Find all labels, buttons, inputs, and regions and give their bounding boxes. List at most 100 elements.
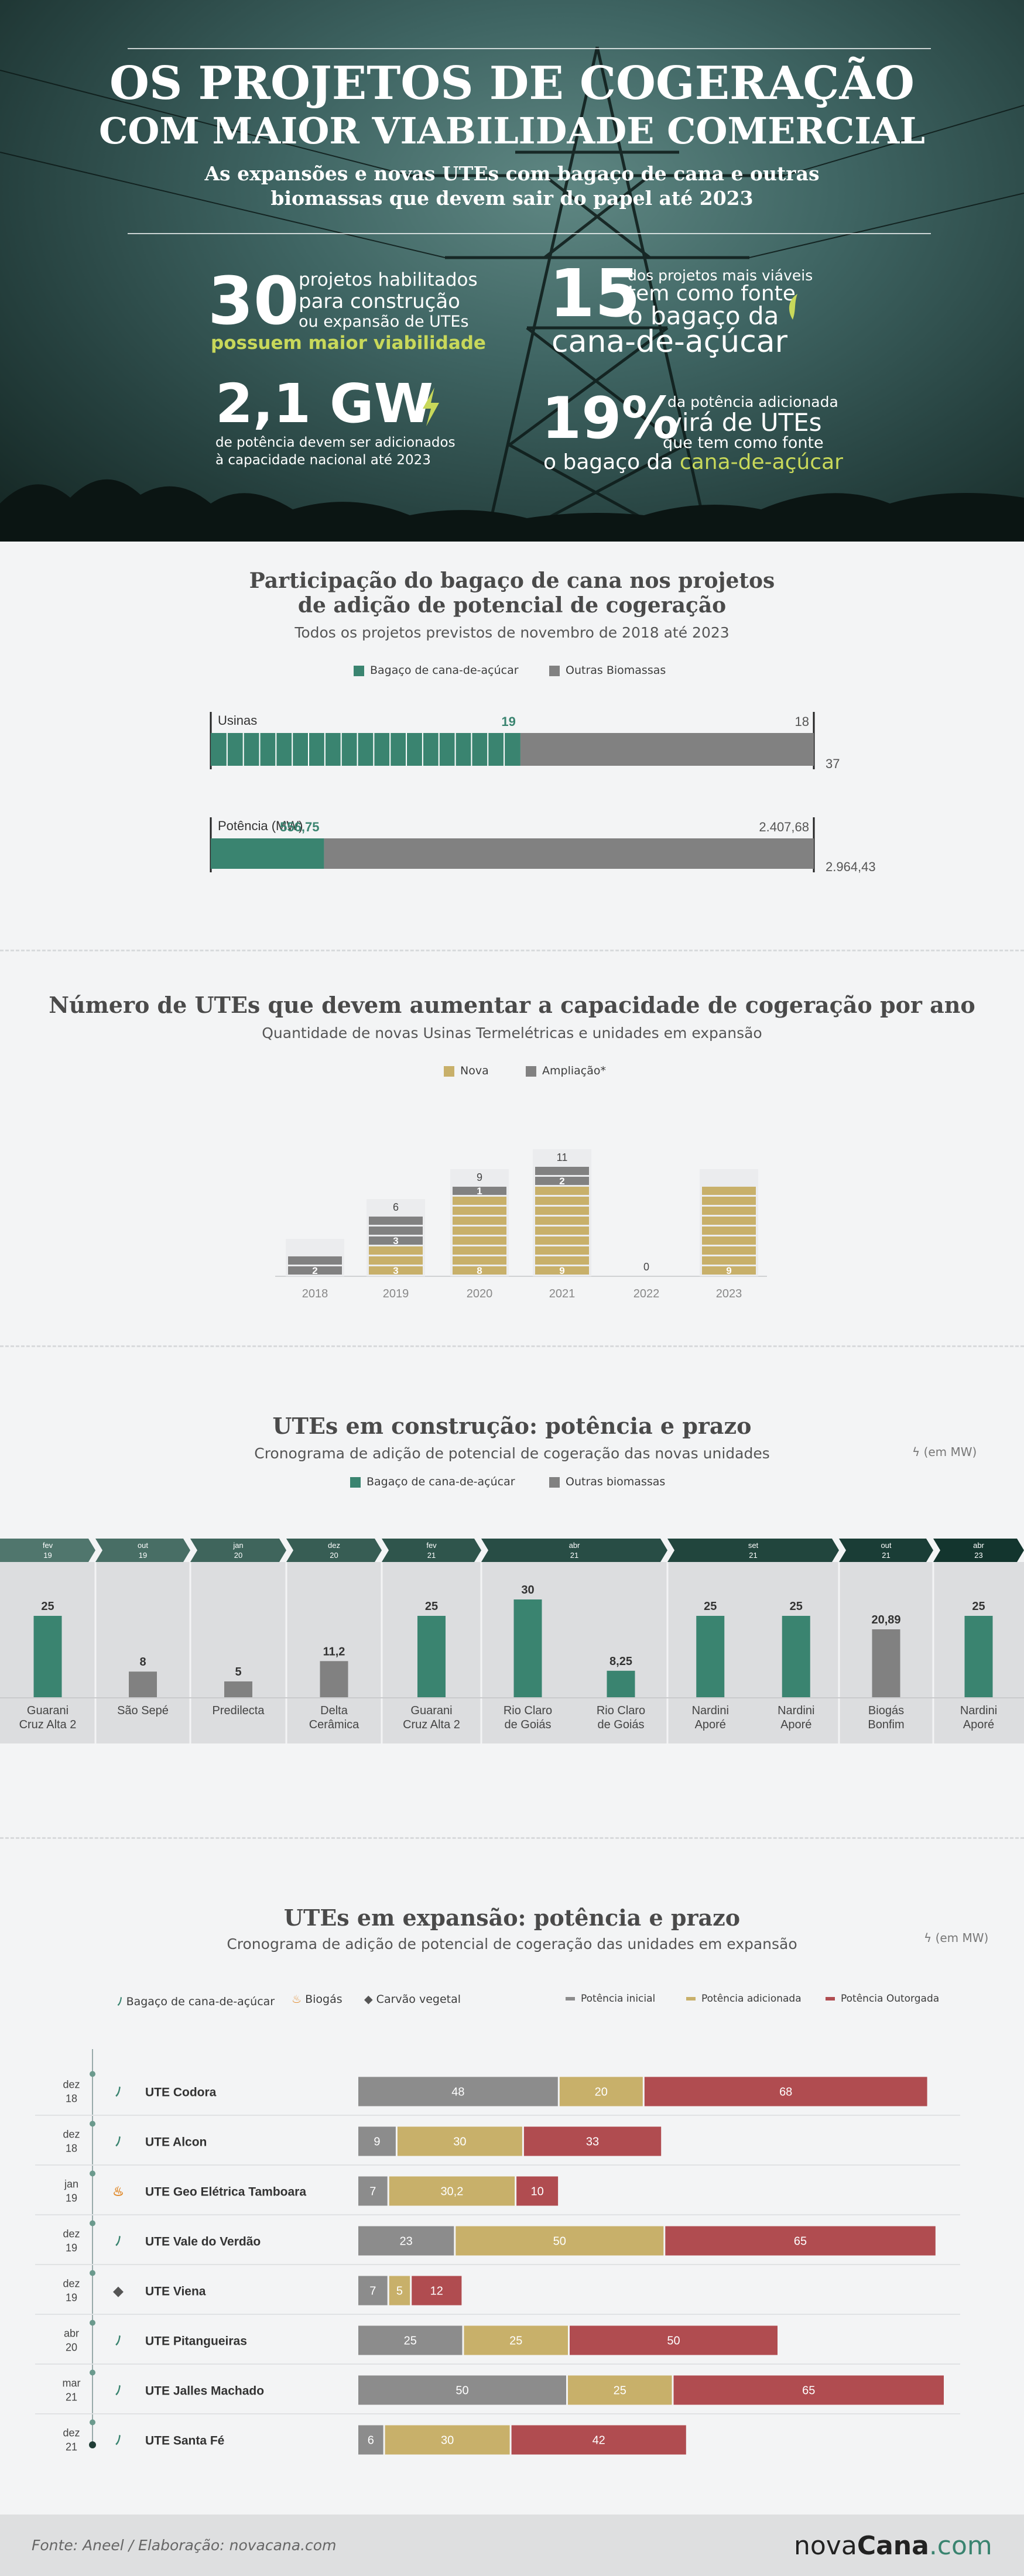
timeline-year-label: 23 — [974, 1551, 982, 1560]
bar-potencia-adicionada-label: 50 — [553, 2235, 566, 2248]
bar-potencia-adicionada — [559, 2077, 643, 2106]
timeline-year-label: 19 — [43, 1551, 52, 1560]
row-month-label: mar — [63, 2378, 81, 2389]
bar-potencia-adicionada-label: 20 — [595, 2086, 608, 2099]
bar-potencia-adicionada-label: 30,2 — [440, 2186, 463, 2198]
bar-segment-nova — [535, 1236, 589, 1245]
bar-bagaco — [211, 838, 324, 869]
timeline-dot — [90, 2419, 95, 2426]
leaf-icon: ﾉ — [115, 2433, 121, 2448]
timeline-month-label: jan — [232, 1541, 243, 1550]
leaf-icon: ﾉ — [115, 2085, 121, 2099]
stat-projects-text1: projetos habilitados — [299, 269, 478, 290]
bar-total-value: 37 — [826, 756, 840, 771]
section3-legend-bagaco: Bagaço de cana-de-açúcar — [350, 1475, 515, 1488]
bar-segment-nova — [535, 1246, 589, 1255]
section4-legend-biogas: ♨ Biogás — [292, 1993, 343, 2006]
x-tick-label: 2022 — [633, 1287, 660, 1300]
section4-legend-carvao: ◆ Carvão vegetal — [364, 1993, 461, 2006]
section1-title-line2: de adição de potencial de cogeração — [297, 593, 727, 618]
bar-segment-nova — [535, 1207, 589, 1215]
timeline-month-label: out — [138, 1541, 148, 1550]
construction-bar-name2: Aporé — [780, 1718, 811, 1731]
bar-potencia-outorgada-label: 50 — [667, 2335, 680, 2348]
construction-bar-name1: Nardini — [778, 1704, 814, 1717]
timeline-dot — [90, 2170, 95, 2177]
construction-bar-value: 11,2 — [323, 1645, 345, 1658]
bar-potencia-outorgada — [516, 2176, 559, 2206]
stat-gw-text2: à capacidade nacional até 2023 — [215, 453, 431, 468]
timeline-period-arrow — [95, 1539, 190, 1562]
bar-outras — [520, 733, 814, 766]
bar-ampliacao-label: 2 — [559, 1176, 564, 1187]
row-ute-name: UTE Viena — [145, 2285, 206, 2298]
timeline-period-arrow — [0, 1539, 95, 1562]
row-ute-name: UTE Pitangueiras — [145, 2335, 247, 2348]
bar-segment-nova — [702, 1256, 756, 1265]
footer-logo[interactable]: novaCana.com — [794, 2531, 992, 2561]
bar-potencia-outorgada — [644, 2077, 927, 2106]
bar-potencia-inicial-label: 23 — [400, 2235, 413, 2248]
construction-bar-name2: Cerâmica — [309, 1718, 359, 1731]
timeline-month-label: fev — [43, 1541, 53, 1550]
leaf-icon: ﾉ — [115, 2234, 121, 2249]
construction-bar — [782, 1616, 810, 1698]
bar-segment-nova — [702, 1187, 756, 1195]
bar-segment-ampliacao — [288, 1266, 342, 1275]
leaf-icon: ﾉ — [115, 2135, 121, 2149]
timeline-dot — [90, 2220, 95, 2226]
construction-bar-value: 20,89 — [871, 1614, 900, 1626]
timeline-panel — [0, 1562, 1024, 1743]
bar-segment-nova — [702, 1246, 756, 1255]
expansion-timeline-chart: dez 18 ﾉ UTE Codora 48 20 68 dez 18 ﾉ UTE Alcon 9 30… — [35, 2049, 960, 2455]
construction-bar-name2: Bonfim — [868, 1718, 904, 1731]
construction-bar-name2: de Goiás — [504, 1718, 551, 1731]
bar-segment-nova — [535, 1256, 589, 1265]
bar-segment-nova — [453, 1246, 506, 1255]
section4-title: UTEs em expansão: potência e prazo — [283, 1904, 741, 1931]
bar-ampliacao-label: 3 — [393, 1235, 398, 1246]
bar-potencia-inicial-label: 6 — [368, 2434, 374, 2447]
construction-bar-value: 25 — [972, 1600, 985, 1613]
section1-legend-outras: Outras Biomassas — [549, 664, 666, 677]
construction-bar-name1: Rio Claro — [597, 1704, 645, 1717]
row-year-label: 19 — [66, 2292, 77, 2304]
timeline-year-label: 21 — [427, 1551, 436, 1560]
bar-segment-ampliacao — [535, 1177, 589, 1185]
bar-potencia-inicial-label: 9 — [374, 2136, 380, 2149]
bar-potencia-inicial — [358, 2226, 454, 2256]
stat-viable-text2: tem como fonte — [628, 282, 796, 306]
row-month-label: dez — [63, 2079, 80, 2091]
bar-total-label: 6 — [393, 1201, 399, 1213]
timeline-dot — [90, 2369, 95, 2376]
bar-segment-nova — [453, 1197, 506, 1205]
construction-bar — [696, 1616, 725, 1698]
construction-bar-name2: Aporé — [695, 1718, 726, 1731]
bar-potencia-adicionada — [389, 2176, 515, 2206]
bar-nova-label: 8 — [477, 1265, 482, 1276]
footer: Fonte: Aneel / Elaboração: novacana.com … — [0, 2515, 1024, 2576]
bar-segment-ampliacao — [288, 1256, 342, 1265]
construction-bar-name1: Predilecta — [213, 1704, 265, 1717]
subtitle-line1: As expansões e novas UTEs com bagaço de … — [204, 162, 820, 185]
construction-bar — [33, 1616, 62, 1698]
flame-icon: ♨ — [292, 1993, 302, 2006]
timeline-month-label: out — [881, 1541, 891, 1550]
bar-segment-ampliacao — [369, 1236, 423, 1245]
timeline-month-label: dez — [328, 1541, 340, 1550]
bar-potencia-inicial — [358, 2276, 388, 2306]
timeline-year-label: 20 — [330, 1551, 338, 1560]
yearly-utes-chart: 2 2018 3 3 6 2019 8 1 9 2020 9 2 11 2021 0 2022 9 2023 — [275, 1149, 767, 1300]
lightning-icon: ϟ — [912, 1445, 920, 1459]
bar-nova-label: 9 — [726, 1265, 731, 1276]
row-month-label: dez — [63, 2427, 80, 2439]
stat-viable-text3: o bagaço da — [628, 302, 779, 330]
bar-potencia-inicial-label: 25 — [404, 2335, 417, 2348]
bar-potencia-outorgada — [412, 2276, 462, 2306]
timeline-end-dot — [89, 2441, 96, 2448]
bar-category-label: Usinas — [218, 713, 257, 728]
timeline-period-arrow — [667, 1539, 839, 1562]
bar-segment-nova — [535, 1227, 589, 1235]
section2-legend-ampliacao: Ampliação* — [526, 1064, 606, 1077]
bar-segment-nova — [453, 1207, 506, 1215]
